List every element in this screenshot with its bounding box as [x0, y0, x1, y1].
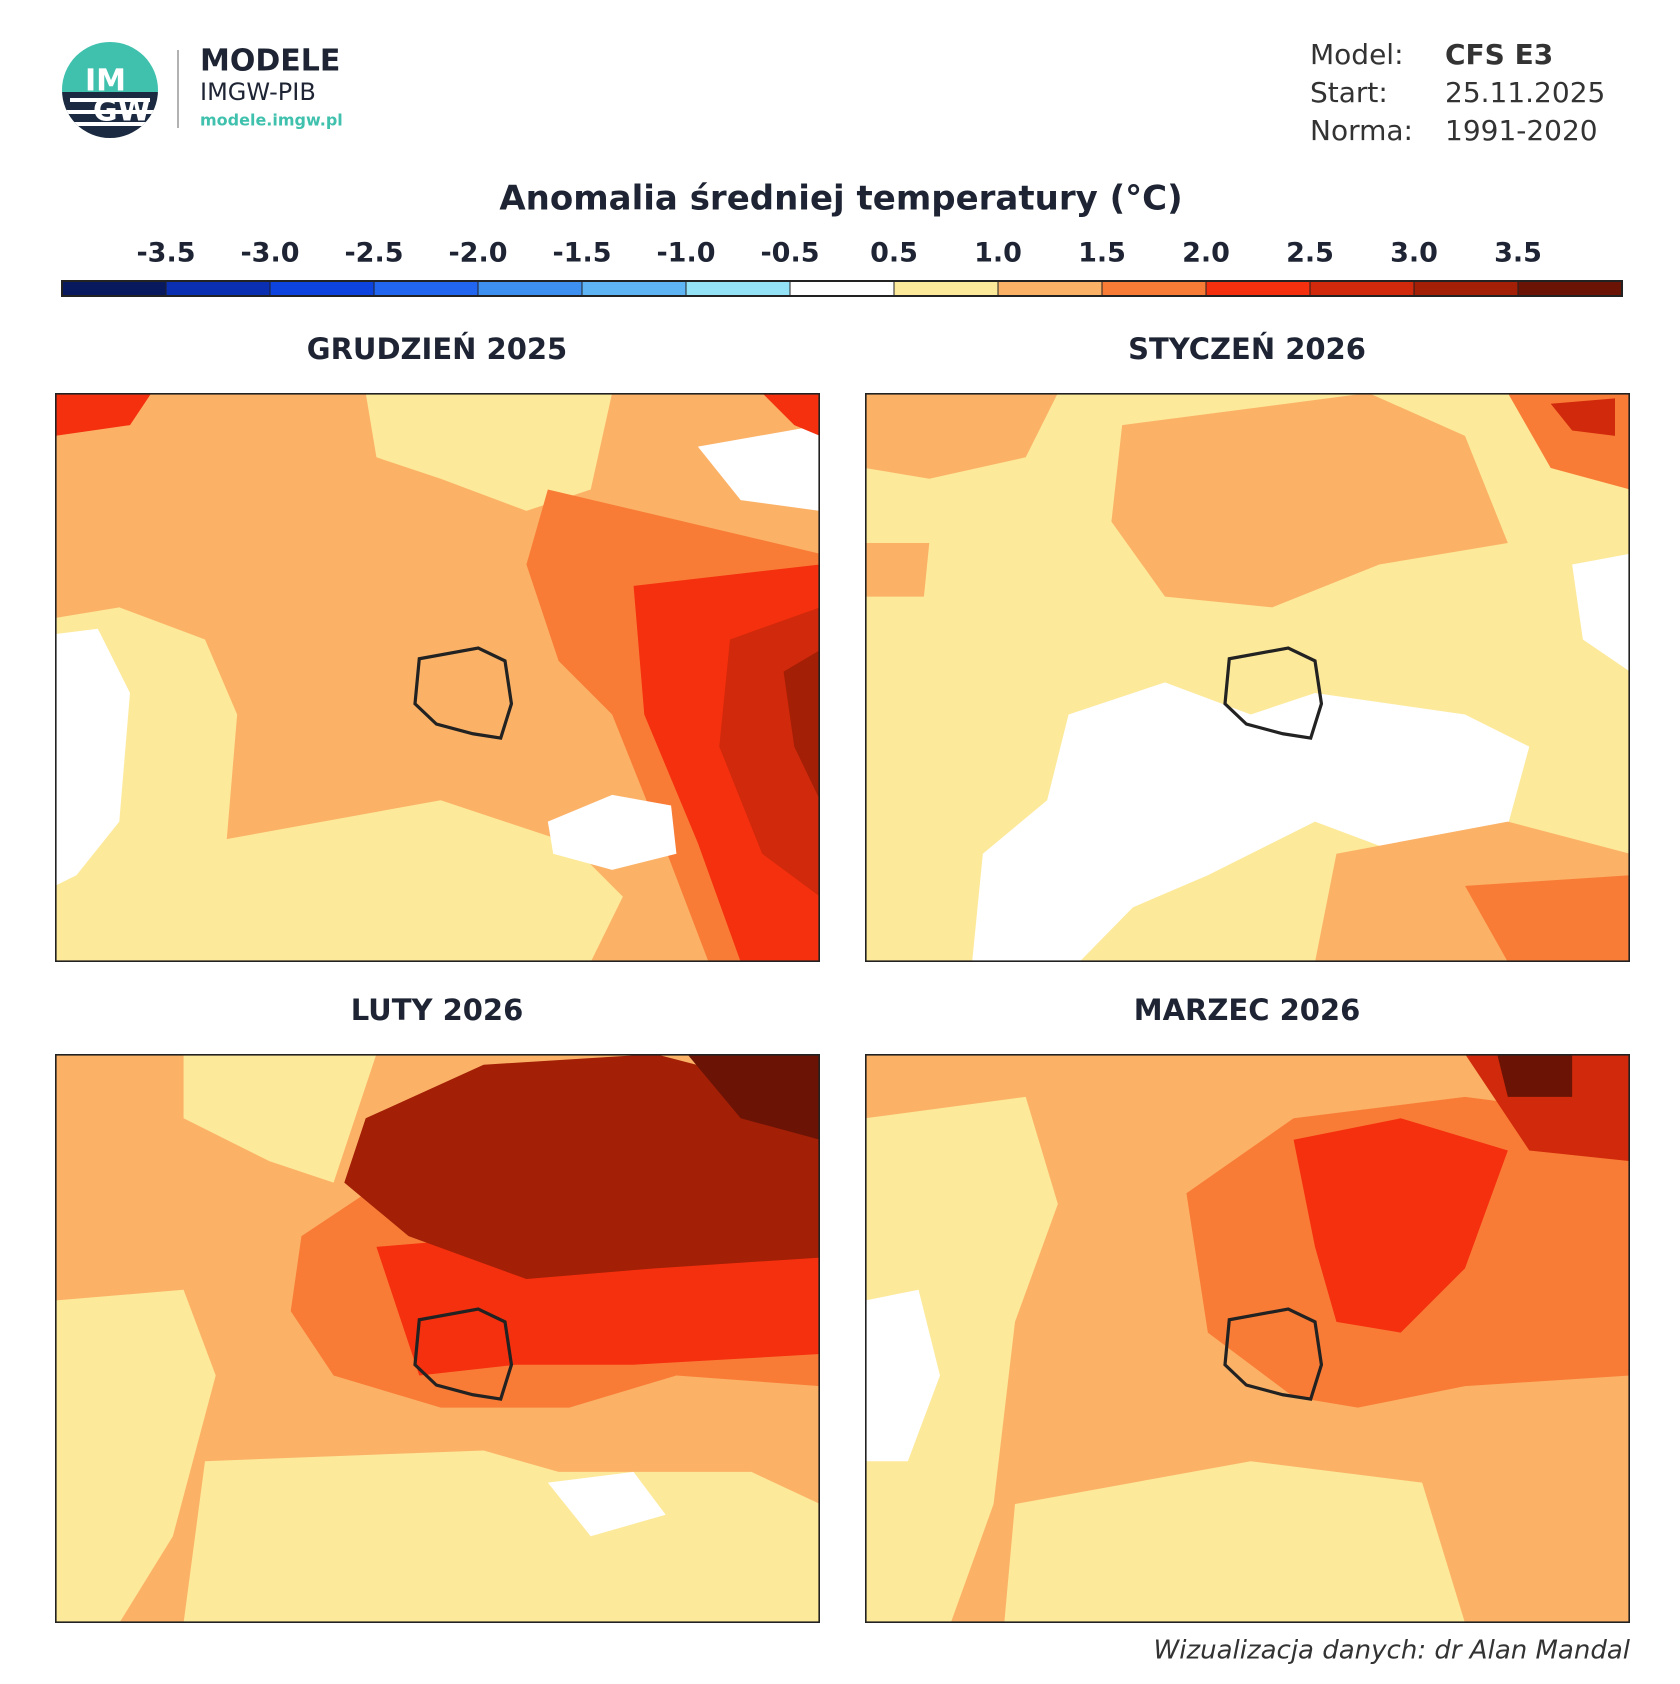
map-shape [413, 1307, 514, 1401]
colorbar-segment [62, 281, 166, 296]
colorbar-tick-label: -3.5 [136, 238, 195, 269]
panel-title: GRUDZIEŃ 2025 [307, 332, 567, 366]
map-shape [547, 1471, 666, 1537]
institute: IMGW-PIB [200, 78, 316, 106]
logo-text: IM [85, 64, 126, 99]
map-shape [183, 1054, 377, 1183]
colorbar-segment [1310, 281, 1414, 296]
colorbar-segment [582, 281, 686, 296]
info-label: Start: [1310, 76, 1388, 109]
colorbar: -3.5 -3.0 -2.5 -2.0 -1.5 -1.0 -0.5 0.5 1.0 1.5 2.0… [61, 238, 1623, 297]
map-panel [55, 1054, 820, 1623]
map-shape [1293, 1118, 1508, 1333]
colorbar-border [61, 280, 1623, 297]
map-shape [55, 1289, 216, 1623]
colorbar-tick-label: -1.0 [656, 238, 715, 269]
colorbar-segment [1102, 281, 1206, 296]
map-shape [1465, 875, 1630, 962]
colorbar-tick-label: -3.0 [240, 238, 299, 269]
colorbar-tick-label: 3.0 [1390, 238, 1438, 269]
colorbar-segment [374, 281, 478, 296]
info-value: CFS E3 [1445, 38, 1553, 71]
info: Model: CFS E3 Start: 25.11.2025 Norma: 1991-2… [1310, 38, 1605, 147]
title: Anomalia średniej temperatury (°C) [499, 179, 1182, 219]
colorbar-segment [998, 281, 1102, 296]
colorbar-tick-label: -2.5 [344, 238, 403, 269]
map-shape [687, 1054, 820, 1140]
logo-text: GW [93, 94, 151, 129]
colorbar-tick-label: 0.5 [870, 238, 918, 269]
colorbar-tick-label: -1.5 [552, 238, 611, 269]
info-label: Model: [1310, 38, 1404, 71]
url: modele.imgw.pl [200, 111, 343, 130]
map-shape [66, 98, 154, 126]
colorbar-segment [1518, 281, 1622, 296]
panel-titles: GRUDZIEŃ 2025 STYCZEŃ 2026 LUTY 2026 MARZEC… [307, 332, 1366, 1027]
credit: Wizualizacja danych: dr Alan Mandal [1154, 1636, 1631, 1666]
colorbar-tick-label: -2.0 [448, 238, 507, 269]
colorbar-segment [1414, 281, 1518, 296]
colorbar-tick-label: 1.0 [974, 238, 1022, 269]
map-shape [365, 393, 613, 511]
logo: IM GW [62, 42, 179, 138]
map-panel [865, 393, 1630, 962]
map-shape [1223, 646, 1324, 740]
colorbar-tick-label: 3.5 [1494, 238, 1542, 269]
info-value: 1991-2020 [1445, 114, 1598, 147]
panel-title: LUTY 2026 [351, 993, 524, 1027]
map-shape [1111, 393, 1508, 608]
map-shape [376, 1236, 820, 1376]
panel-title: MARZEC 2026 [1134, 993, 1361, 1027]
map-shape [344, 1054, 820, 1280]
map-shape [413, 646, 514, 740]
map-shape [783, 650, 820, 801]
map-panel [865, 1054, 1630, 1623]
colorbar-tick-label: -0.5 [760, 238, 819, 269]
colorbar-segment [270, 281, 374, 296]
colorbar-tick-label: 2.5 [1286, 238, 1334, 269]
map-shape [865, 1096, 1058, 1623]
info-label: Norma: [1310, 114, 1413, 147]
colorbar-segment [166, 281, 270, 296]
colorbar-segment [894, 281, 998, 296]
map-panel [55, 393, 820, 962]
colorbar-segment [686, 281, 790, 296]
map-shape [55, 628, 130, 886]
colorbar-segment [790, 281, 894, 296]
map-shape [697, 425, 820, 511]
map-shape [1497, 1054, 1573, 1097]
map-shape [55, 393, 820, 436]
colorbar-tick-label: 1.5 [1078, 238, 1126, 269]
colorbar-segment [478, 281, 582, 296]
map-shape [1572, 553, 1630, 672]
map-shape [547, 794, 677, 870]
map-shape [1550, 398, 1615, 436]
panel-title: STYCZEŃ 2026 [1128, 332, 1366, 366]
colorbar-tick-label: 2.0 [1182, 238, 1230, 269]
brand: MODELE [200, 44, 340, 79]
map-shape [865, 393, 1058, 597]
map-shape [183, 1450, 820, 1623]
map-shape [183, 800, 623, 962]
map-shape [865, 1289, 940, 1462]
map-shape [972, 682, 1530, 962]
map-shape [1004, 1461, 1465, 1623]
colorbar-segment [1206, 281, 1310, 296]
map-shape [1223, 1307, 1324, 1401]
info-value: 25.11.2025 [1445, 76, 1605, 109]
